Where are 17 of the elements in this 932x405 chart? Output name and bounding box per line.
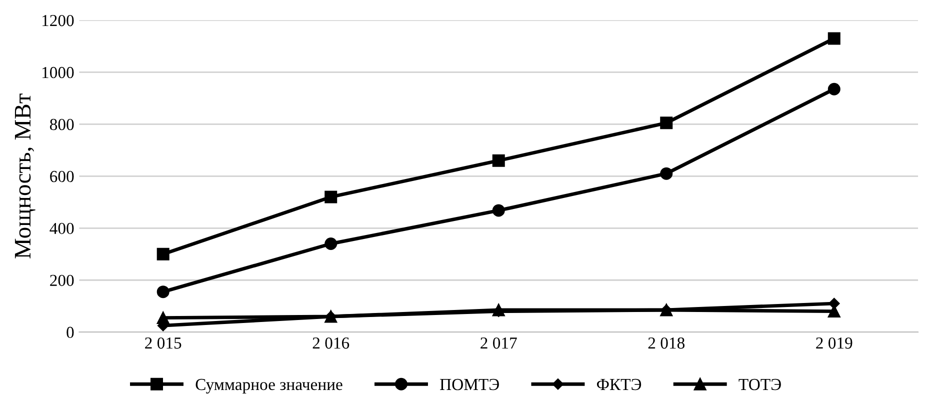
y-tick-label: 1200 xyxy=(42,14,74,26)
legend-label: ФКТЭ xyxy=(596,378,642,390)
legend-label: Суммарное значение xyxy=(196,378,342,394)
x-tick-label: 2 016 xyxy=(312,337,350,349)
y-tick-label: 1000 xyxy=(42,66,74,78)
x-tick-label: 2 017 xyxy=(480,337,517,349)
y-axis-title: Мощность, МВт xyxy=(14,94,36,258)
legend-label: ТОТЭ xyxy=(738,378,781,390)
x-tick-label: 2 019 xyxy=(816,337,852,349)
y-tick-label: 200 xyxy=(50,274,74,286)
y-tick-label: 600 xyxy=(50,170,74,182)
y-tick-label: 400 xyxy=(50,222,74,234)
legend-label: ПОМТЭ xyxy=(440,378,499,390)
y-tick-label: 800 xyxy=(50,118,74,130)
x-tick-label: 2 018 xyxy=(648,337,684,349)
y-tick-label: 0 xyxy=(66,326,74,338)
x-tick-label: 2 015 xyxy=(145,337,182,349)
